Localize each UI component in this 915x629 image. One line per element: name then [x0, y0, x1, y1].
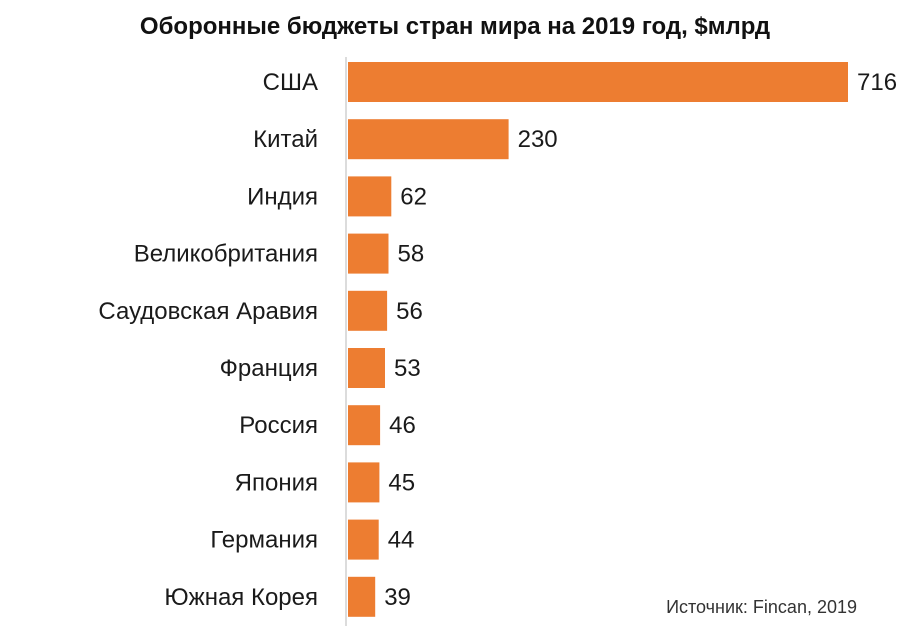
value-label: 44 — [388, 527, 415, 554]
category-label: Южная Корея — [164, 584, 318, 611]
value-label: 39 — [384, 584, 411, 611]
value-label: 58 — [398, 241, 425, 268]
category-label: Индия — [247, 183, 318, 210]
value-label: 62 — [400, 183, 427, 210]
bar — [348, 176, 392, 217]
bar — [348, 519, 379, 560]
category-label: Франция — [220, 355, 318, 382]
bar — [348, 348, 385, 388]
category-label: США — [263, 69, 318, 96]
category-label: Саудовская Аравия — [98, 298, 318, 325]
category-label: Германия — [210, 527, 318, 554]
category-label: Россия — [239, 412, 318, 439]
value-label: 716 — [857, 69, 897, 96]
bars-layer: США 716 Китай 230 Индия 62 Великобритания 58 Сау… — [98, 62, 897, 617]
bar — [348, 290, 388, 331]
value-label: 53 — [394, 355, 421, 382]
category-label: Великобритания — [134, 241, 318, 268]
source-note: Источник: Fincan, 2019 — [666, 597, 857, 617]
category-label: Китай — [253, 126, 318, 153]
value-label: 230 — [518, 126, 558, 153]
bar — [348, 62, 848, 102]
value-label: 56 — [396, 298, 423, 325]
value-label: 46 — [389, 412, 416, 439]
bar — [348, 462, 380, 503]
chart-title: Оборонные бюджеты стран мира на 2019 год… — [140, 13, 770, 40]
bar — [348, 119, 509, 160]
bar — [348, 405, 381, 446]
category-label: Япония — [235, 469, 318, 496]
bar — [348, 233, 389, 274]
value-label: 45 — [388, 469, 415, 496]
bar — [348, 576, 376, 617]
